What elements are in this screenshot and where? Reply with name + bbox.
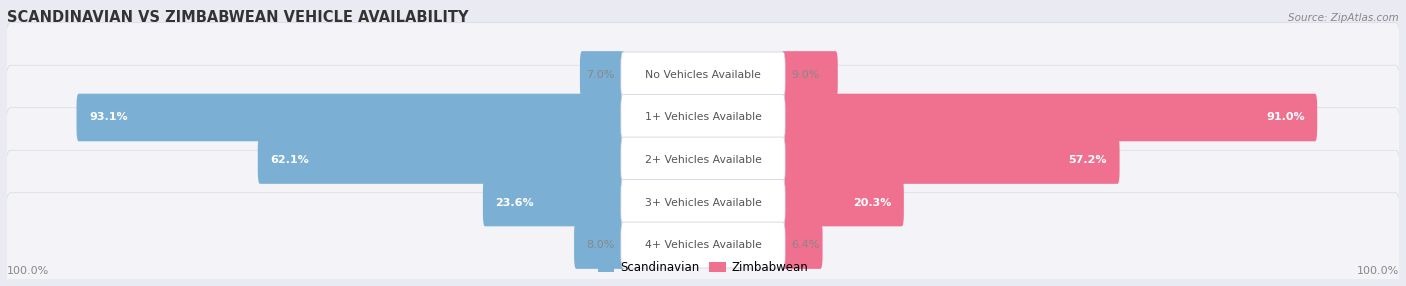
Text: 3+ Vehicles Available: 3+ Vehicles Available xyxy=(644,198,762,208)
FancyBboxPatch shape xyxy=(780,94,1317,141)
FancyBboxPatch shape xyxy=(76,94,626,141)
Text: 8.0%: 8.0% xyxy=(586,240,614,250)
FancyBboxPatch shape xyxy=(780,136,1119,184)
FancyBboxPatch shape xyxy=(482,179,626,226)
FancyBboxPatch shape xyxy=(780,51,838,99)
FancyBboxPatch shape xyxy=(621,52,785,98)
Text: 20.3%: 20.3% xyxy=(853,198,891,208)
Text: 1+ Vehicles Available: 1+ Vehicles Available xyxy=(644,112,762,122)
FancyBboxPatch shape xyxy=(621,95,785,140)
Text: Source: ZipAtlas.com: Source: ZipAtlas.com xyxy=(1288,13,1399,23)
Text: 9.0%: 9.0% xyxy=(792,70,820,80)
FancyBboxPatch shape xyxy=(621,222,785,268)
Legend: Scandinavian, Zimbabwean: Scandinavian, Zimbabwean xyxy=(593,256,813,279)
Text: SCANDINAVIAN VS ZIMBABWEAN VEHICLE AVAILABILITY: SCANDINAVIAN VS ZIMBABWEAN VEHICLE AVAIL… xyxy=(7,10,468,25)
Text: 6.4%: 6.4% xyxy=(792,240,820,250)
Text: 91.0%: 91.0% xyxy=(1265,112,1305,122)
FancyBboxPatch shape xyxy=(621,137,785,183)
Text: 100.0%: 100.0% xyxy=(1357,266,1399,276)
Text: 57.2%: 57.2% xyxy=(1069,155,1107,165)
Text: 100.0%: 100.0% xyxy=(7,266,49,276)
FancyBboxPatch shape xyxy=(780,221,823,269)
FancyBboxPatch shape xyxy=(574,221,626,269)
FancyBboxPatch shape xyxy=(4,23,1402,128)
FancyBboxPatch shape xyxy=(579,51,626,99)
FancyBboxPatch shape xyxy=(4,150,1402,256)
FancyBboxPatch shape xyxy=(4,193,1402,286)
Text: 4+ Vehicles Available: 4+ Vehicles Available xyxy=(644,240,762,250)
FancyBboxPatch shape xyxy=(621,180,785,225)
FancyBboxPatch shape xyxy=(780,179,904,226)
Text: No Vehicles Available: No Vehicles Available xyxy=(645,70,761,80)
Text: 62.1%: 62.1% xyxy=(270,155,309,165)
Text: 7.0%: 7.0% xyxy=(586,70,614,80)
FancyBboxPatch shape xyxy=(4,65,1402,171)
Text: 2+ Vehicles Available: 2+ Vehicles Available xyxy=(644,155,762,165)
FancyBboxPatch shape xyxy=(257,136,626,184)
FancyBboxPatch shape xyxy=(4,108,1402,213)
Text: 93.1%: 93.1% xyxy=(89,112,128,122)
Text: 23.6%: 23.6% xyxy=(495,198,534,208)
